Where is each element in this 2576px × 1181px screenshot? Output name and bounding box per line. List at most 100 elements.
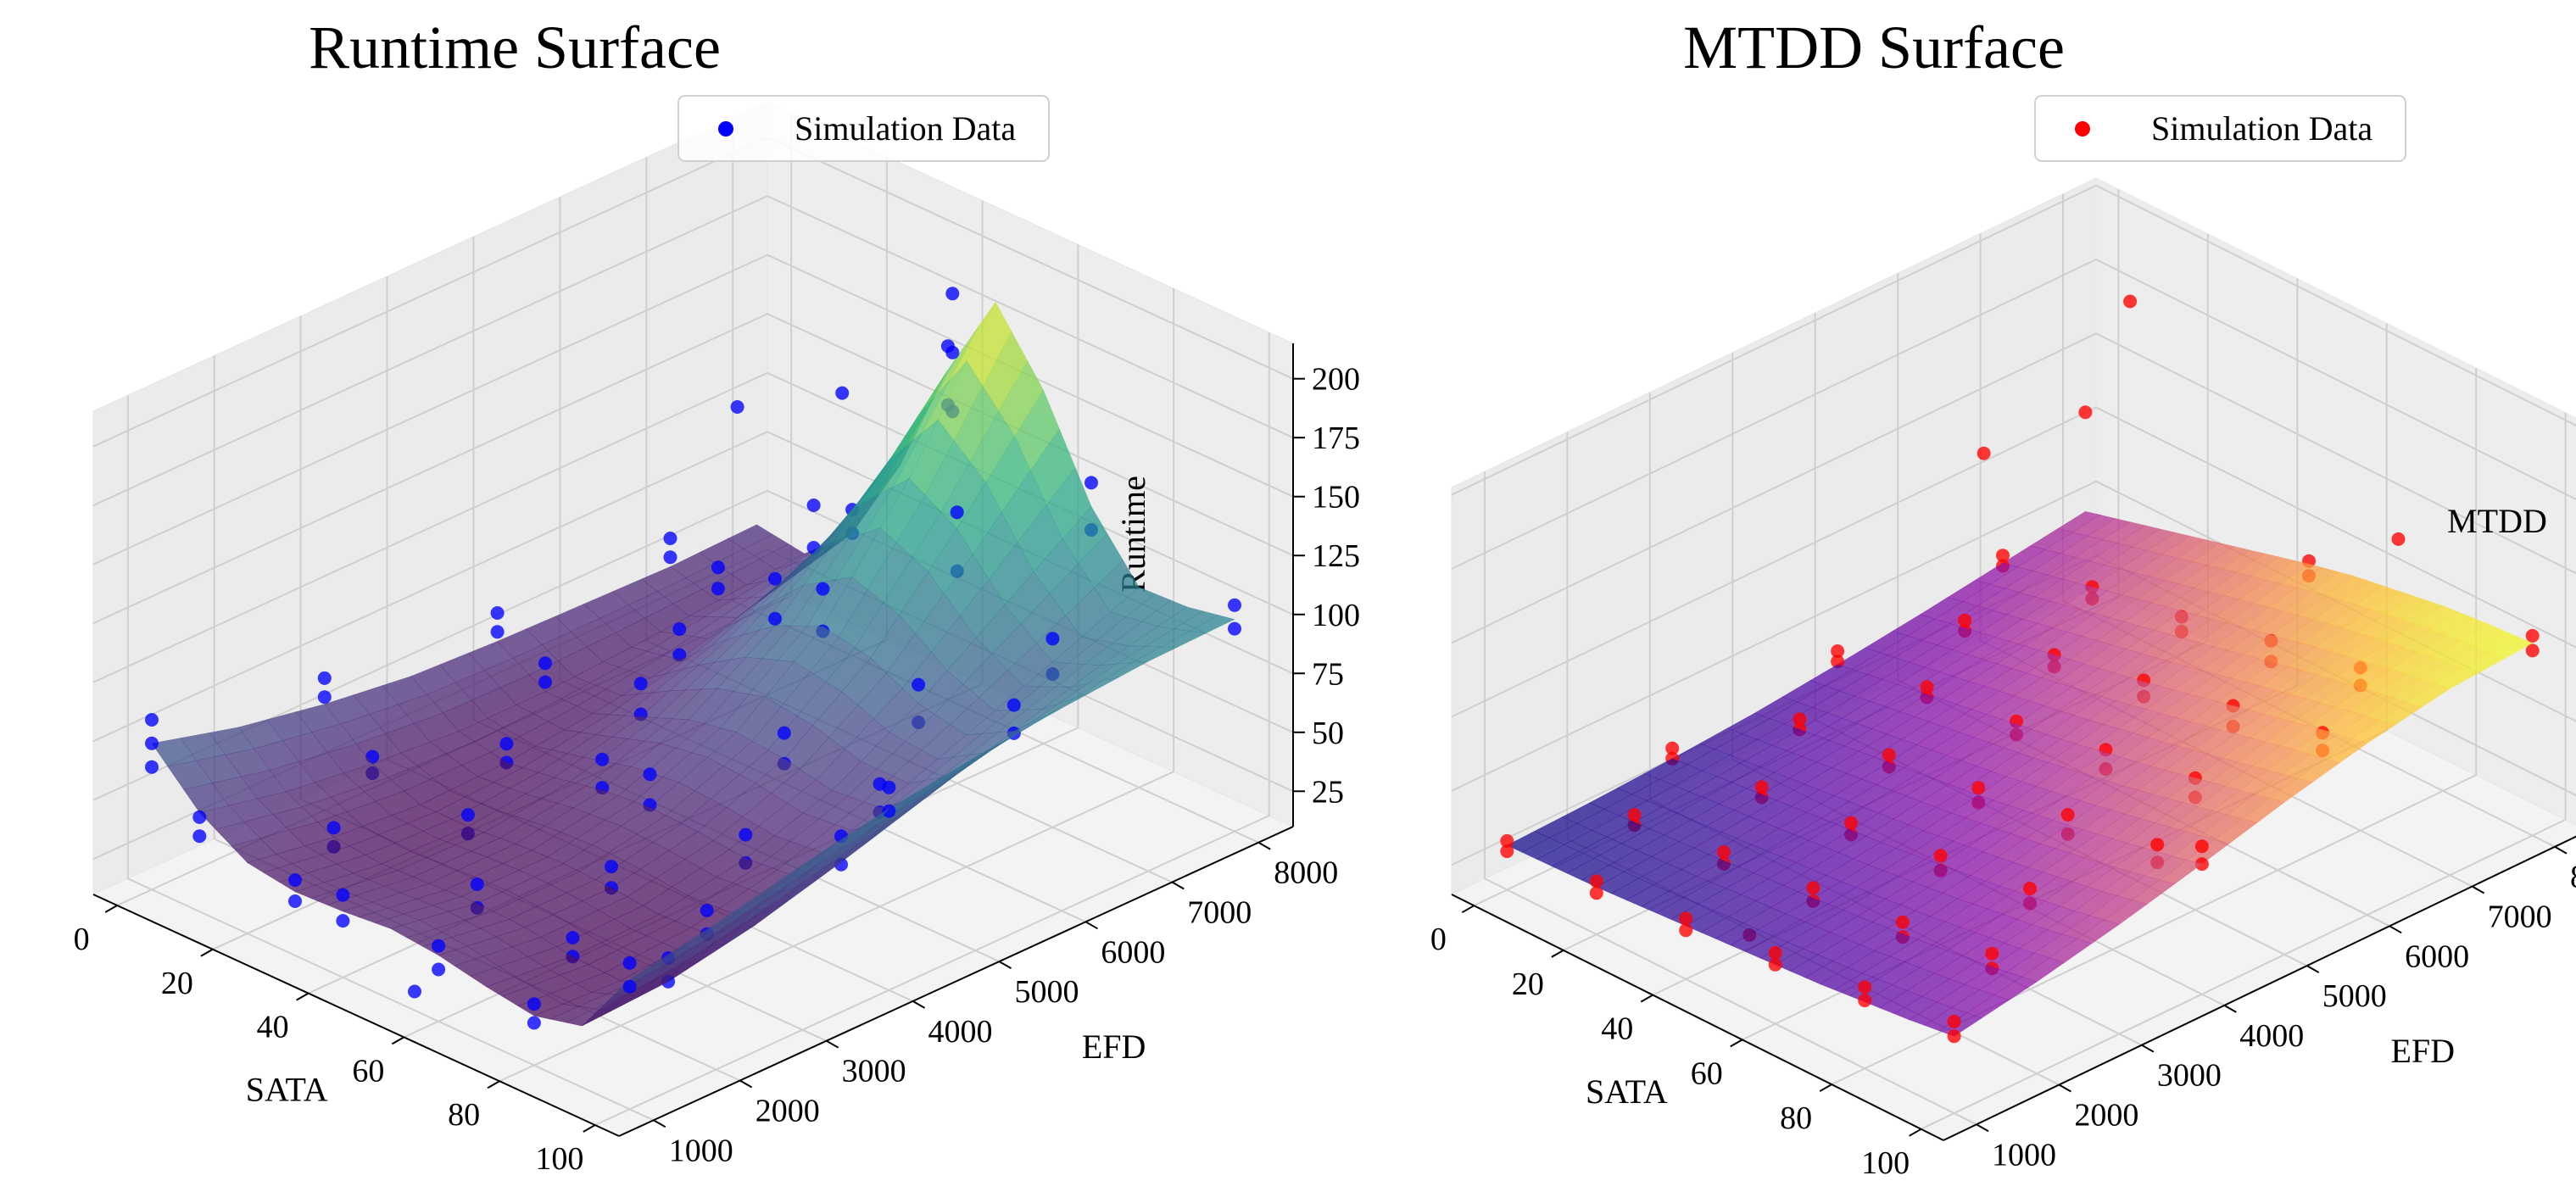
y-tick-label: 1000: [1992, 1137, 2056, 1173]
surface-patch: [728, 883, 774, 924]
y-tick: [2306, 965, 2320, 973]
grid-line-z: [92, 313, 1294, 625]
data-point: [527, 997, 541, 1011]
data-point: [777, 726, 791, 740]
data-point: [622, 955, 637, 970]
legend: Simulation Data: [2034, 95, 2406, 162]
data-point: [882, 804, 896, 818]
y-tick-label: 8000: [2570, 860, 2576, 895]
data-point: [336, 888, 350, 902]
y-tick: [2389, 925, 2402, 934]
z-tick-label: 200: [1312, 362, 1360, 398]
chart-title: Runtime Surface: [309, 14, 721, 81]
surface-patch: [2434, 667, 2478, 689]
data-point: [816, 582, 830, 596]
data-point: [1831, 655, 1845, 669]
data-point: [672, 622, 687, 636]
grid-line-z: [92, 253, 1294, 565]
y-tick-label: 1000: [669, 1133, 733, 1168]
y-axis-line: [1943, 835, 2576, 1141]
surface-patch: [2324, 738, 2368, 764]
y-tick-label: 4000: [2239, 1018, 2304, 1054]
data-point: [432, 939, 446, 953]
y-tick-label: 6000: [1101, 934, 1165, 970]
data-point: [317, 671, 332, 685]
data-point: [1084, 476, 1098, 490]
surface-patch: [786, 845, 832, 886]
y-tick-label: 2000: [2074, 1097, 2138, 1133]
data-point: [288, 873, 302, 887]
y-tick-label: 8000: [1274, 855, 1338, 891]
data-point: [2078, 405, 2093, 420]
grid-line-z: [1451, 184, 2576, 496]
data-point: [1500, 844, 1514, 859]
legend-marker: [2075, 121, 2090, 136]
data-point: [768, 571, 782, 586]
x-tick: [487, 1080, 500, 1089]
data-point: [711, 582, 725, 596]
data-point: [192, 829, 207, 844]
data-point: [1754, 780, 1769, 794]
data-point: [566, 931, 580, 944]
data-point: [1665, 741, 1680, 755]
y-tick-label: 7000: [2488, 900, 2552, 935]
x-tick: [1551, 950, 1564, 958]
data-point: [490, 625, 505, 639]
x-tick-label: 0: [1430, 922, 1447, 957]
data-point: [527, 1016, 541, 1030]
grid-line-z: [92, 371, 1294, 683]
data-point: [288, 894, 302, 908]
x-tick-label: 40: [1601, 1011, 1633, 1047]
y-tick-label: 7000: [1187, 895, 1252, 931]
data-point: [470, 877, 484, 891]
data-point: [2391, 532, 2406, 546]
x-tick: [1640, 994, 1653, 1003]
chart-title: MTDD Surface: [1683, 14, 2065, 81]
data-point: [145, 713, 159, 727]
data-point: [2123, 294, 2138, 309]
data-point: [663, 550, 677, 565]
x-tick: [104, 905, 118, 913]
y-tick: [2058, 1084, 2071, 1093]
data-point: [1679, 923, 1693, 938]
data-point: [538, 656, 552, 671]
z-tick-label: 150: [1312, 480, 1360, 515]
data-point: [326, 821, 341, 835]
surface-patch: [2049, 939, 2093, 963]
data-point: [605, 860, 618, 874]
grid-line-x: [594, 332, 1270, 1126]
legend-box: [677, 95, 1050, 162]
data-point: [711, 560, 725, 575]
y-tick: [1084, 921, 1098, 930]
y-tick: [653, 1119, 666, 1128]
data-point: [768, 611, 782, 626]
surface-patch: [2406, 683, 2451, 708]
grid-line-x: [499, 288, 1175, 1083]
y-tick-label: 3000: [2157, 1058, 2222, 1094]
data-point: [1844, 816, 1859, 830]
y-tick: [826, 1039, 839, 1049]
data-point: [882, 780, 896, 794]
data-point: [1971, 781, 1986, 795]
data-point: [2194, 839, 2209, 854]
data-point: [835, 386, 850, 400]
data-point: [192, 810, 207, 824]
x-tick-label: 80: [1780, 1100, 1812, 1136]
data-point: [2060, 808, 2075, 822]
data-point: [1717, 845, 1731, 859]
data-point: [945, 287, 960, 301]
surface-patch: [2296, 758, 2340, 783]
data-point: [730, 400, 744, 414]
data-point: [2525, 628, 2540, 643]
y-tick: [1976, 1123, 1989, 1133]
y-tick-label: 5000: [2322, 978, 2387, 1014]
data-point: [1947, 1014, 1961, 1028]
z-tick-label: 50: [1312, 716, 1344, 751]
data-point: [1228, 598, 1241, 612]
grid-line-x: [1921, 412, 2567, 1130]
y-tick: [2141, 1044, 2155, 1053]
data-point: [1500, 833, 1514, 848]
y-tick-label: 5000: [1014, 974, 1079, 1010]
surface-patch: [1160, 630, 1207, 648]
data-point: [1679, 911, 1693, 926]
